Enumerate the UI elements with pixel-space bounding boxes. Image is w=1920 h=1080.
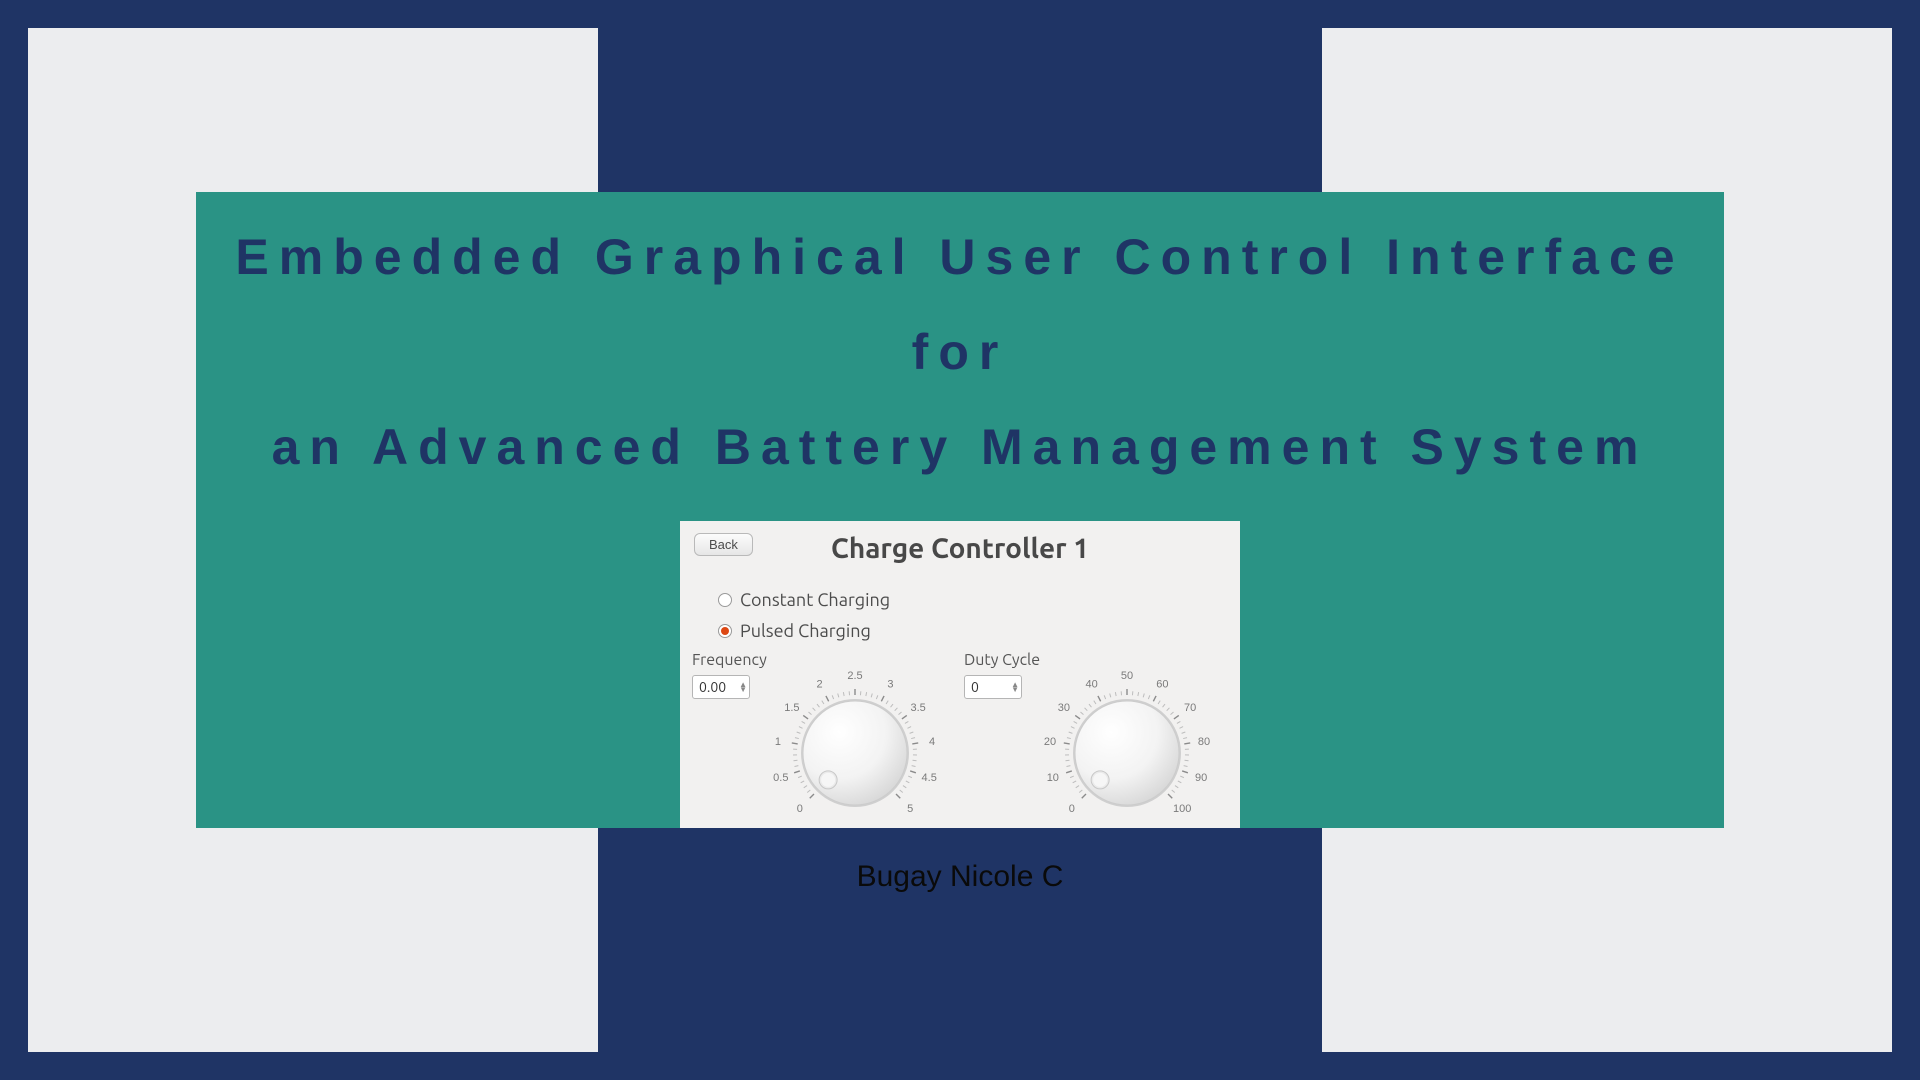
svg-text:5: 5 (907, 803, 913, 815)
duty-cycle-dial[interactable]: 0 10 20 30 40 50 60 70 80 90 100 (1032, 653, 1222, 843)
svg-text:90: 90 (1195, 772, 1207, 784)
stepper-arrows-icon: ▲▼ (739, 682, 747, 692)
svg-text:4.5: 4.5 (922, 772, 937, 784)
title-line-2: an Advanced Battery Management System (196, 400, 1724, 495)
radio-constant-charging[interactable]: Constant Charging (718, 585, 890, 616)
radio-pulsed-charging[interactable]: Pulsed Charging (718, 616, 890, 647)
svg-text:40: 40 (1085, 679, 1097, 691)
frequency-dial[interactable]: 0 0.5 1 1.5 2 2.5 3 3.5 4 4.5 5 (760, 653, 950, 843)
frequency-value: 0.00 (699, 679, 726, 695)
svg-text:70: 70 (1184, 702, 1196, 714)
radio-label: Constant Charging (740, 585, 890, 616)
duty-cycle-value: 0 (971, 679, 979, 695)
svg-text:0.5: 0.5 (773, 772, 788, 784)
svg-text:80: 80 (1198, 736, 1210, 748)
svg-text:10: 10 (1047, 772, 1059, 784)
svg-text:0: 0 (1069, 803, 1075, 815)
duty-cycle-section: Duty Cycle 0 ▲▼ 0102030405060708090100 (960, 651, 1230, 871)
radio-label: Pulsed Charging (740, 616, 871, 647)
panel-heading: Charge Controller 1 (680, 533, 1240, 564)
svg-text:50: 50 (1121, 670, 1133, 682)
svg-text:2: 2 (817, 679, 823, 691)
svg-text:3.5: 3.5 (910, 702, 925, 714)
svg-text:60: 60 (1156, 679, 1168, 691)
svg-text:20: 20 (1044, 736, 1056, 748)
author-name: Bugay Nicole C (0, 860, 1920, 894)
svg-text:2.5: 2.5 (847, 670, 862, 682)
radio-icon (718, 624, 732, 638)
slide-title: Embedded Graphical User Control Interfac… (196, 192, 1724, 495)
svg-text:3: 3 (887, 679, 893, 691)
svg-text:30: 30 (1058, 702, 1070, 714)
title-line-1: Embedded Graphical User Control Interfac… (196, 210, 1724, 400)
svg-text:100: 100 (1173, 803, 1191, 815)
svg-text:4: 4 (929, 736, 935, 748)
title-card: Embedded Graphical User Control Interfac… (196, 192, 1724, 828)
svg-text:1.5: 1.5 (784, 702, 799, 714)
duty-cycle-spinbox[interactable]: 0 ▲▼ (964, 675, 1022, 699)
dial-icon: 0 0.5 1 1.5 2 2.5 3 3.5 4 4.5 5 (760, 653, 950, 843)
charging-mode-group: Constant Charging Pulsed Charging (718, 585, 890, 646)
radio-icon (718, 593, 732, 607)
frequency-section: Frequency 0.00 ▲▼ 00.511.522.533.544.55 (688, 651, 958, 871)
stepper-arrows-icon: ▲▼ (1011, 682, 1019, 692)
charge-controller-panel: Back Charge Controller 1 Constant Chargi… (680, 521, 1240, 828)
svg-text:0: 0 (797, 803, 803, 815)
svg-text:1: 1 (775, 736, 781, 748)
dial-icon: 0 10 20 30 40 50 60 70 80 90 100 (1032, 653, 1222, 843)
frequency-spinbox[interactable]: 0.00 ▲▼ (692, 675, 750, 699)
